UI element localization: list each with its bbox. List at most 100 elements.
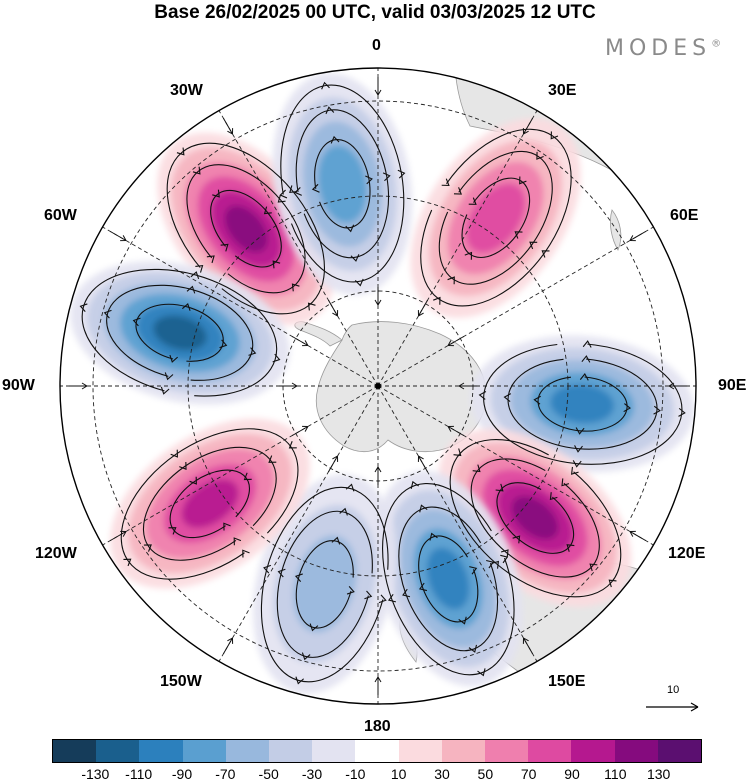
colorbar-segment <box>485 740 529 762</box>
circulation-streamlines <box>478 340 686 468</box>
colorbar-tick-label: 70 <box>520 766 537 782</box>
colorbar-segment <box>398 740 442 762</box>
streamline-arrowhead <box>279 189 288 199</box>
wind-arrow <box>417 455 428 472</box>
streamline-arrowhead <box>132 317 141 327</box>
streamline-arrowhead <box>192 166 201 175</box>
streamline <box>295 540 354 629</box>
streamline-arrowhead <box>311 183 320 193</box>
colorbar-segment <box>312 740 356 762</box>
streamline-arrowhead <box>453 448 462 457</box>
streamline-arrowhead <box>402 588 411 598</box>
registered-mark: ® <box>711 38 722 50</box>
lon-label-150e: 150E <box>548 673 586 690</box>
colorbar-tick-label: 90 <box>564 766 580 782</box>
streamline-arrowhead <box>277 194 286 203</box>
streamline-arrowhead <box>500 554 509 564</box>
wind-arrow <box>279 382 298 390</box>
streamline-arrowhead <box>519 176 527 185</box>
lon-label-0: 0 <box>372 37 381 54</box>
colorbar-segment <box>53 740 97 762</box>
streamline-arrowhead <box>186 285 196 294</box>
anomaly-contour <box>293 535 357 633</box>
colorbar-tick-label: -10 <box>345 766 366 782</box>
streamline-arrowhead <box>168 527 177 535</box>
circulation-streamlines <box>120 428 299 580</box>
streamline-arrowhead <box>103 309 112 319</box>
anomaly-contour <box>153 315 207 351</box>
streamline-arrowhead <box>301 652 311 661</box>
map-title: Base 26/02/2025 00 UTC, valid 03/03/2025… <box>154 2 596 23</box>
colorbar-segment <box>269 740 313 762</box>
streamline-arrowhead <box>272 353 281 363</box>
streamline-arrowhead <box>541 250 550 258</box>
streamline <box>420 128 572 307</box>
streamline-arrowhead <box>179 461 187 471</box>
wind-arrow <box>629 530 646 541</box>
streamline <box>81 268 278 397</box>
streamline-arrowhead <box>579 373 589 381</box>
streamline <box>142 446 277 561</box>
colorbar-tick-label: -30 <box>301 766 323 782</box>
colorbar-tick-label: 50 <box>477 766 494 782</box>
anomaly-contour <box>426 547 470 610</box>
streamline-arrowhead <box>212 189 220 198</box>
streamline-arrowhead <box>608 579 617 588</box>
streamline-arrowhead <box>419 504 428 513</box>
streamline-arrowhead <box>503 393 512 403</box>
colorbar-segment <box>657 740 702 762</box>
streamline <box>169 469 250 539</box>
streamline-arrowhead <box>350 254 360 262</box>
streamline <box>418 535 479 623</box>
streamline-arrowhead <box>566 544 575 552</box>
streamline-arrowhead <box>533 395 541 405</box>
wind-arrow <box>668 382 687 390</box>
colorbar-segment <box>528 740 572 762</box>
colorbar-segment <box>614 740 658 762</box>
streamline-arrowhead <box>514 231 523 239</box>
streamline-arrowhead <box>169 354 179 363</box>
streamline-arrowhead <box>429 532 438 541</box>
lon-label-120w: 120W <box>35 545 77 562</box>
wind-arrow <box>374 287 382 306</box>
streamline-arrowhead <box>345 483 355 492</box>
wind-arrow <box>328 300 339 317</box>
streamline <box>461 177 531 258</box>
streamline-arrowhead <box>464 251 473 260</box>
streamline-arrowhead <box>195 265 204 273</box>
anomaly-contour <box>465 183 526 253</box>
streamline-arrowhead <box>572 460 582 468</box>
streamline-arrowhead <box>550 131 559 140</box>
streamline-arrowhead <box>268 455 277 463</box>
anomaly-field <box>70 73 694 694</box>
streamline <box>166 142 325 315</box>
circulation-streamlines <box>382 480 515 677</box>
streamline-arrowhead <box>410 480 420 489</box>
streamline-arrowhead <box>294 573 303 583</box>
streamline-arrowhead <box>536 151 544 160</box>
lon-label-30w: 30W <box>170 82 203 99</box>
streamline-arrowhead <box>289 185 298 193</box>
colorbar-tick-label: -50 <box>258 766 279 782</box>
colorbar-segment <box>225 740 270 762</box>
streamline <box>382 483 515 676</box>
colorbar-tick-label: 10 <box>390 766 407 782</box>
south-pole-marker <box>375 383 381 389</box>
lon-label-60e: 60E <box>670 207 699 224</box>
streamline-arrowhead <box>220 243 229 252</box>
streamline-arrowhead <box>206 255 215 264</box>
streamline-arrowhead <box>387 594 397 603</box>
streamline-arrowhead <box>453 187 463 195</box>
brand-text: MODES <box>605 36 712 61</box>
lon-label-120e: 120E <box>668 545 706 562</box>
streamline-arrowhead <box>486 559 495 569</box>
anomaly-contour <box>511 496 559 540</box>
streamline-arrowhead <box>571 466 579 475</box>
wind-arrow <box>522 637 533 654</box>
lon-label-180: 180 <box>364 718 391 735</box>
streamline-arrowhead <box>345 224 355 233</box>
streamline-arrowhead <box>364 590 373 600</box>
streamline-arrowhead <box>397 169 406 179</box>
lon-label-90e: 90E <box>718 377 747 394</box>
latitude-circle <box>187 195 569 577</box>
